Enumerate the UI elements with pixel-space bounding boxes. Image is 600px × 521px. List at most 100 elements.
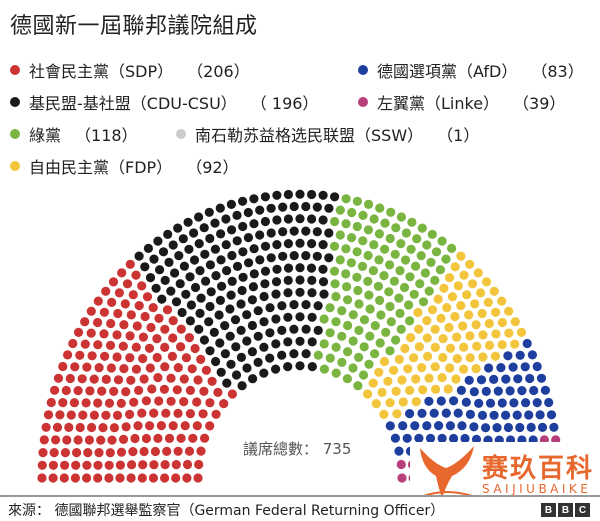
seat-dot: [484, 340, 495, 350]
seat-dot: [189, 255, 200, 265]
seat-dot: [549, 422, 559, 432]
seat-dot: [374, 229, 384, 239]
seat-dot: [307, 239, 317, 249]
seat-dot: [396, 212, 406, 222]
seat-dot: [93, 340, 103, 350]
seat-dot: [453, 281, 463, 291]
seat-dot: [64, 422, 74, 432]
seat-dot: [121, 387, 131, 397]
seat-dot: [271, 339, 281, 349]
seat-dot: [365, 331, 375, 341]
seat-dot: [112, 330, 122, 340]
seat-dot: [237, 285, 247, 296]
seat-dot: [394, 446, 404, 456]
seat-dot: [544, 397, 554, 408]
seat-dot: [295, 275, 305, 285]
seat-dot: [379, 356, 389, 367]
seat-dot: [331, 368, 341, 378]
seat-dot: [199, 223, 209, 233]
seat-dot: [312, 227, 322, 237]
legend-label: 德國選項黨（AfD）: [377, 62, 518, 81]
seat-dot: [325, 353, 335, 363]
seat-dot: [133, 421, 143, 431]
seat-dot: [75, 422, 85, 433]
legend-dot-icon: [10, 65, 20, 75]
seat-dot: [134, 251, 144, 261]
seat-dot: [120, 299, 130, 309]
seat-dot: [84, 435, 94, 445]
seat-dot: [260, 266, 271, 276]
seat-dot: [189, 228, 199, 238]
seat-dot: [409, 353, 419, 363]
seat-dot: [489, 374, 499, 384]
seat-dot: [128, 290, 138, 300]
seat-dot: [211, 409, 221, 419]
seat-dot: [86, 306, 96, 316]
legend-label: 綠黨: [29, 126, 62, 145]
seat-dot: [119, 364, 129, 374]
seat-dot: [238, 272, 248, 282]
seat-dot: [249, 269, 259, 279]
seat-dot: [108, 277, 119, 287]
seat-dot: [271, 289, 281, 299]
seat-dot: [166, 286, 176, 296]
seat-dot: [295, 238, 305, 248]
seat-dot: [461, 397, 471, 407]
seat-dot: [73, 327, 84, 337]
seat-dot: [485, 398, 496, 408]
seat-dot: [118, 341, 128, 351]
seat-dot: [161, 408, 171, 418]
seat-dot: [154, 313, 164, 323]
seat-dot: [363, 389, 373, 399]
seat-dot: [442, 303, 452, 313]
seat-dot: [59, 473, 69, 483]
seat-dot: [325, 303, 335, 313]
seat-dot: [449, 433, 459, 444]
seat-dot: [307, 337, 317, 347]
seat-dot: [501, 410, 511, 420]
seat-dot: [460, 433, 470, 444]
legend-item-green: 綠黨 （118）: [10, 122, 138, 146]
seat-dot: [513, 374, 523, 384]
seat-dot: [145, 363, 155, 373]
seat-dot: [431, 247, 442, 257]
seat-dot: [452, 332, 462, 342]
seat-dot: [364, 199, 374, 209]
seat-dot: [301, 324, 311, 334]
seat-dot: [546, 410, 557, 420]
seat-dot: [318, 240, 328, 250]
seat-dot: [215, 203, 225, 213]
logo-letter: C: [575, 503, 590, 517]
seat-dot: [295, 214, 305, 224]
seat-dot: [170, 268, 180, 278]
seat-dot: [260, 241, 271, 251]
seat-dot: [85, 386, 95, 396]
seat-dot: [441, 408, 451, 418]
seat-dot: [476, 288, 486, 298]
seat-dot: [386, 317, 396, 327]
seat-dot: [456, 301, 466, 311]
seat-dot: [109, 423, 119, 433]
seat-dot: [77, 374, 87, 384]
seat-dot: [211, 356, 221, 367]
seat-dot: [346, 258, 356, 268]
seat-dot: [173, 446, 183, 456]
seat-dot: [194, 212, 204, 222]
seat-dot: [504, 306, 514, 316]
seat-dot: [265, 353, 275, 363]
seat-dot: [465, 259, 475, 269]
seat-dot: [481, 423, 491, 433]
seat-dot: [166, 396, 176, 406]
seat-dot: [319, 339, 329, 349]
seat-dot: [130, 433, 140, 444]
seat-dot: [329, 241, 340, 251]
seat-dot: [436, 396, 446, 406]
seat-dot: [438, 334, 448, 344]
seat-dot: [497, 317, 507, 328]
seat-dot: [476, 375, 487, 385]
whale-tail-logo-icon: [420, 446, 474, 498]
seat-dot: [232, 210, 242, 220]
seat-dot: [497, 340, 507, 350]
seat-dot: [226, 290, 236, 300]
seat-dot: [61, 385, 71, 396]
